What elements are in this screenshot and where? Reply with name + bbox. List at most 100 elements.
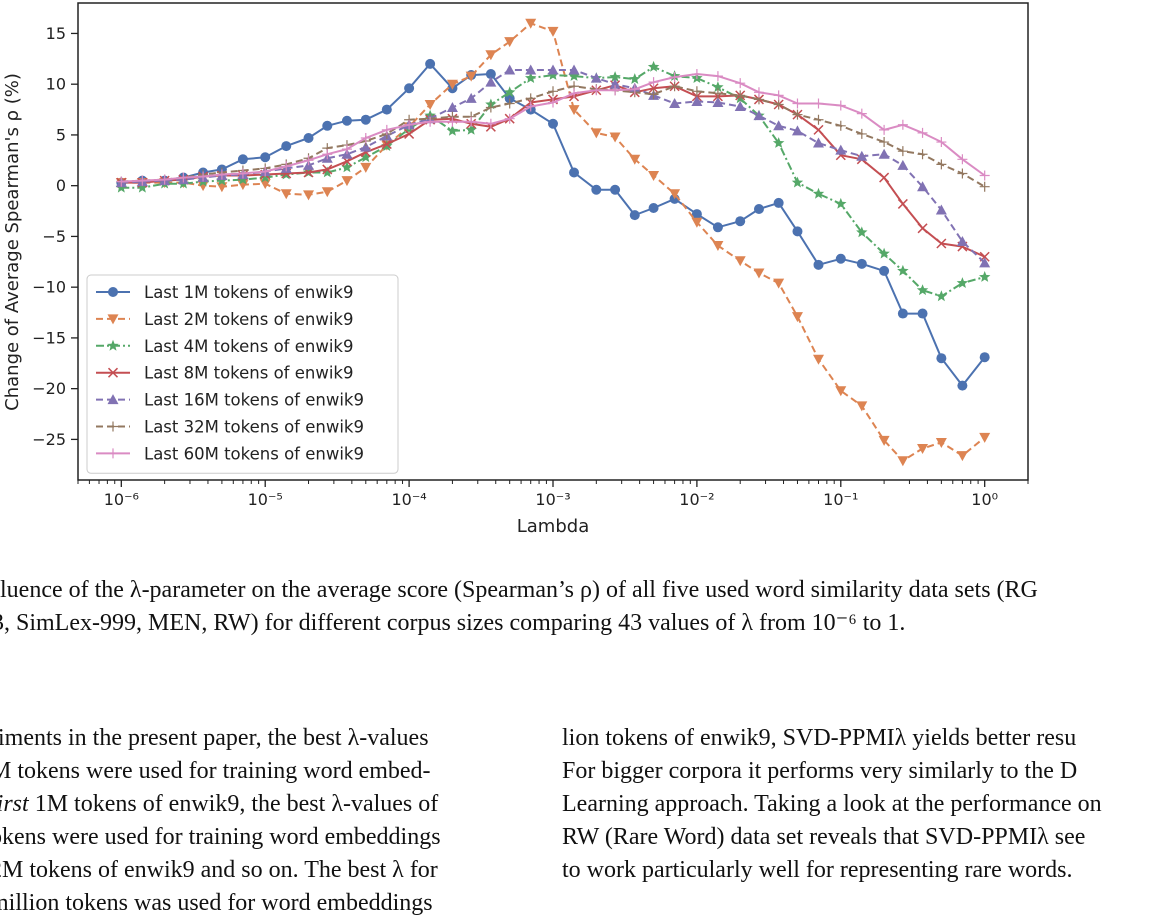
data-point — [590, 72, 602, 83]
data-point — [792, 226, 803, 237]
data-point — [629, 210, 640, 221]
figure-chart: 10⁻⁶ 10⁻⁵ 10⁻⁴ 10⁻³ 10⁻² 10⁻¹ 10⁰ 15 10 5 0 −5 −10 −1… — [2, 2, 1029, 537]
data-point — [648, 171, 660, 182]
chart-legend: Last 1M tokens of enwik9 Last 2M tokens o… — [86, 274, 399, 474]
data-point — [712, 241, 724, 252]
data-point — [691, 217, 703, 228]
data-point — [712, 88, 723, 99]
x-tick-label: 10⁻⁵ — [248, 490, 283, 509]
x-axis-label: Lambda — [517, 516, 589, 537]
data-point — [773, 90, 784, 101]
data-point — [281, 161, 292, 172]
data-point — [856, 108, 867, 119]
data-point — [341, 144, 352, 155]
data-point — [879, 137, 890, 148]
data-point — [504, 37, 516, 48]
x-tick-label: 10⁻² — [679, 490, 714, 509]
data-point — [259, 171, 271, 183]
data-point — [260, 152, 271, 163]
data-point — [772, 137, 785, 148]
data-point — [360, 132, 371, 143]
data-point — [835, 386, 847, 397]
data-point — [116, 176, 127, 187]
data-point — [404, 83, 415, 94]
data-point — [897, 456, 909, 467]
data-point — [341, 161, 353, 173]
data-point — [917, 308, 928, 319]
data-point — [856, 150, 868, 161]
data-point — [691, 95, 703, 106]
data-point — [322, 149, 333, 160]
legend-item: Last 8M tokens of enwik9 — [96, 364, 353, 383]
data-point — [956, 277, 969, 288]
data-point — [590, 128, 602, 139]
data-point — [856, 401, 868, 412]
data-point — [957, 154, 968, 165]
data-point — [935, 437, 947, 448]
data-point — [897, 159, 909, 170]
data-point — [629, 73, 641, 84]
data-point — [669, 72, 680, 83]
data-point — [897, 146, 908, 157]
data-point — [917, 444, 929, 455]
series-7 — [116, 69, 990, 187]
data-point — [753, 87, 764, 98]
data-point — [360, 151, 372, 163]
data-point — [360, 141, 372, 152]
data-point — [856, 258, 867, 269]
data-point — [669, 97, 681, 108]
data-point — [609, 71, 621, 82]
legend-label: Last 4M tokens of enwik9 — [144, 337, 353, 356]
y-tick-label: 10 — [46, 75, 66, 94]
data-point — [404, 119, 415, 130]
data-point — [303, 190, 315, 201]
data-point — [917, 181, 929, 192]
data-point — [936, 238, 947, 249]
data-point — [856, 226, 868, 238]
emphasis-text: first — [0, 791, 29, 817]
data-point — [917, 223, 928, 234]
data-point — [669, 81, 680, 92]
y-tick-label: −25 — [32, 430, 66, 449]
data-point — [107, 394, 119, 405]
data-point — [879, 265, 890, 276]
data-point — [791, 312, 803, 323]
legend-item: Last 4M tokens of enwik9 — [96, 337, 353, 356]
data-point — [669, 189, 681, 200]
x-tick-label: 10⁰ — [971, 490, 998, 509]
data-point — [979, 181, 990, 192]
data-point — [835, 253, 846, 264]
data-point — [647, 60, 660, 72]
figure-caption: fluence of the λ-parameter on the averag… — [0, 574, 1172, 640]
data-point — [813, 98, 824, 109]
data-point — [648, 89, 659, 100]
data-point — [835, 120, 846, 131]
data-point — [897, 308, 908, 319]
data-point — [525, 64, 537, 75]
data-point — [137, 175, 148, 186]
data-point — [812, 137, 824, 148]
data-point — [568, 70, 580, 81]
body-line: M tokens were used for training word emb… — [0, 758, 431, 784]
x-tick-label: 10⁻⁶ — [104, 490, 139, 509]
data-point — [260, 166, 271, 177]
data-point — [568, 64, 580, 75]
data-point — [878, 435, 890, 446]
legend-label: Last 32M tokens of enwik9 — [144, 418, 364, 437]
data-point — [879, 124, 890, 135]
data-point — [341, 176, 353, 187]
data-point — [108, 448, 118, 459]
data-point — [216, 169, 227, 180]
data-point — [753, 204, 764, 215]
data-point — [917, 127, 928, 138]
data-point — [609, 78, 621, 89]
data-point — [465, 123, 477, 135]
body-line: okens were used for training word embedd… — [0, 824, 441, 850]
data-point — [879, 172, 890, 183]
data-point — [504, 113, 515, 124]
y-tick-label: −10 — [32, 278, 66, 297]
data-point — [107, 314, 119, 325]
data-point — [178, 172, 189, 183]
body-line: lion tokens of enwik9, SVD-PPMIλ yields … — [562, 725, 1077, 751]
data-point — [691, 86, 702, 97]
